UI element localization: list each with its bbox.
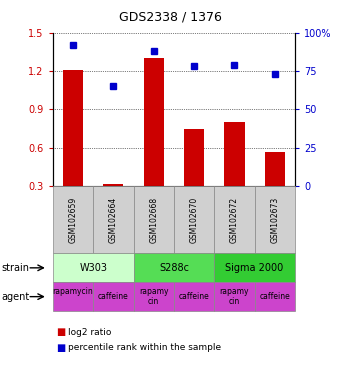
- Text: GSM102664: GSM102664: [109, 197, 118, 243]
- Text: GSM102672: GSM102672: [230, 197, 239, 243]
- Text: GDS2338 / 1376: GDS2338 / 1376: [119, 11, 222, 24]
- Text: agent: agent: [2, 291, 30, 302]
- Bar: [265, 152, 285, 186]
- Text: rapamycin: rapamycin: [53, 287, 93, 306]
- Text: percentile rank within the sample: percentile rank within the sample: [68, 343, 221, 352]
- Text: GSM102668: GSM102668: [149, 197, 158, 243]
- Bar: [144, 58, 164, 186]
- Text: caffeine: caffeine: [98, 292, 129, 301]
- Text: S288c: S288c: [159, 263, 189, 273]
- Text: rapamy
cin: rapamy cin: [139, 287, 168, 306]
- Text: GSM102670: GSM102670: [190, 197, 198, 243]
- Bar: [184, 129, 204, 186]
- Text: ■: ■: [56, 343, 65, 353]
- Text: GSM102673: GSM102673: [270, 197, 279, 243]
- Text: strain: strain: [2, 263, 30, 273]
- Text: W303: W303: [79, 263, 107, 273]
- Bar: [63, 70, 83, 186]
- Bar: [103, 184, 123, 186]
- Text: caffeine: caffeine: [260, 292, 290, 301]
- Text: caffeine: caffeine: [179, 292, 209, 301]
- Text: log2 ratio: log2 ratio: [68, 328, 112, 337]
- Text: GSM102659: GSM102659: [69, 197, 77, 243]
- Bar: [224, 122, 244, 186]
- Text: rapamy
cin: rapamy cin: [220, 287, 249, 306]
- Text: ■: ■: [56, 327, 65, 337]
- Text: Sigma 2000: Sigma 2000: [225, 263, 284, 273]
